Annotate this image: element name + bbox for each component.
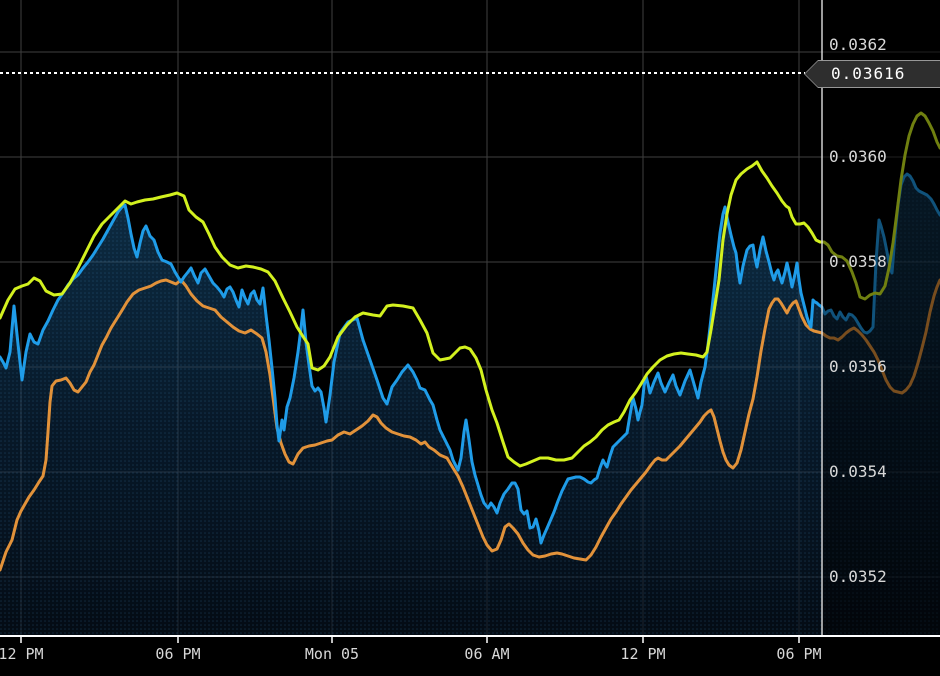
- y-axis[interactable]: [823, 0, 940, 636]
- axis-gutter-dim-overlay: [823, 0, 940, 636]
- x-axis-label: 06 PM: [776, 645, 821, 663]
- x-axis[interactable]: [0, 637, 940, 676]
- low-line-series: [0, 278, 940, 572]
- x-axis-label: 12 PM: [620, 645, 665, 663]
- mid-line-series: [0, 172, 940, 545]
- y-axis-label: 0.0354: [829, 462, 887, 481]
- high-line-series: [0, 111, 940, 468]
- plot-area[interactable]: [0, 0, 822, 636]
- y-axis-label: 0.0356: [829, 357, 887, 376]
- x-axis-label: Mon 05: [305, 645, 359, 663]
- y-axis-label: 0.0358: [829, 252, 887, 271]
- x-axis-label: 06 PM: [155, 645, 200, 663]
- x-axis-label: 06 AM: [464, 645, 509, 663]
- y-axis-label: 0.0360: [829, 147, 887, 166]
- last-price-tag: 0.03616: [804, 60, 940, 88]
- last-price-tag-label: 0.03616: [831, 64, 906, 83]
- y-axis-label: 0.0362: [829, 35, 887, 54]
- mid-series-area-dots: [0, 174, 940, 636]
- x-axis-label: 12 PM: [0, 645, 44, 663]
- y-axis-label: 0.0352: [829, 567, 887, 586]
